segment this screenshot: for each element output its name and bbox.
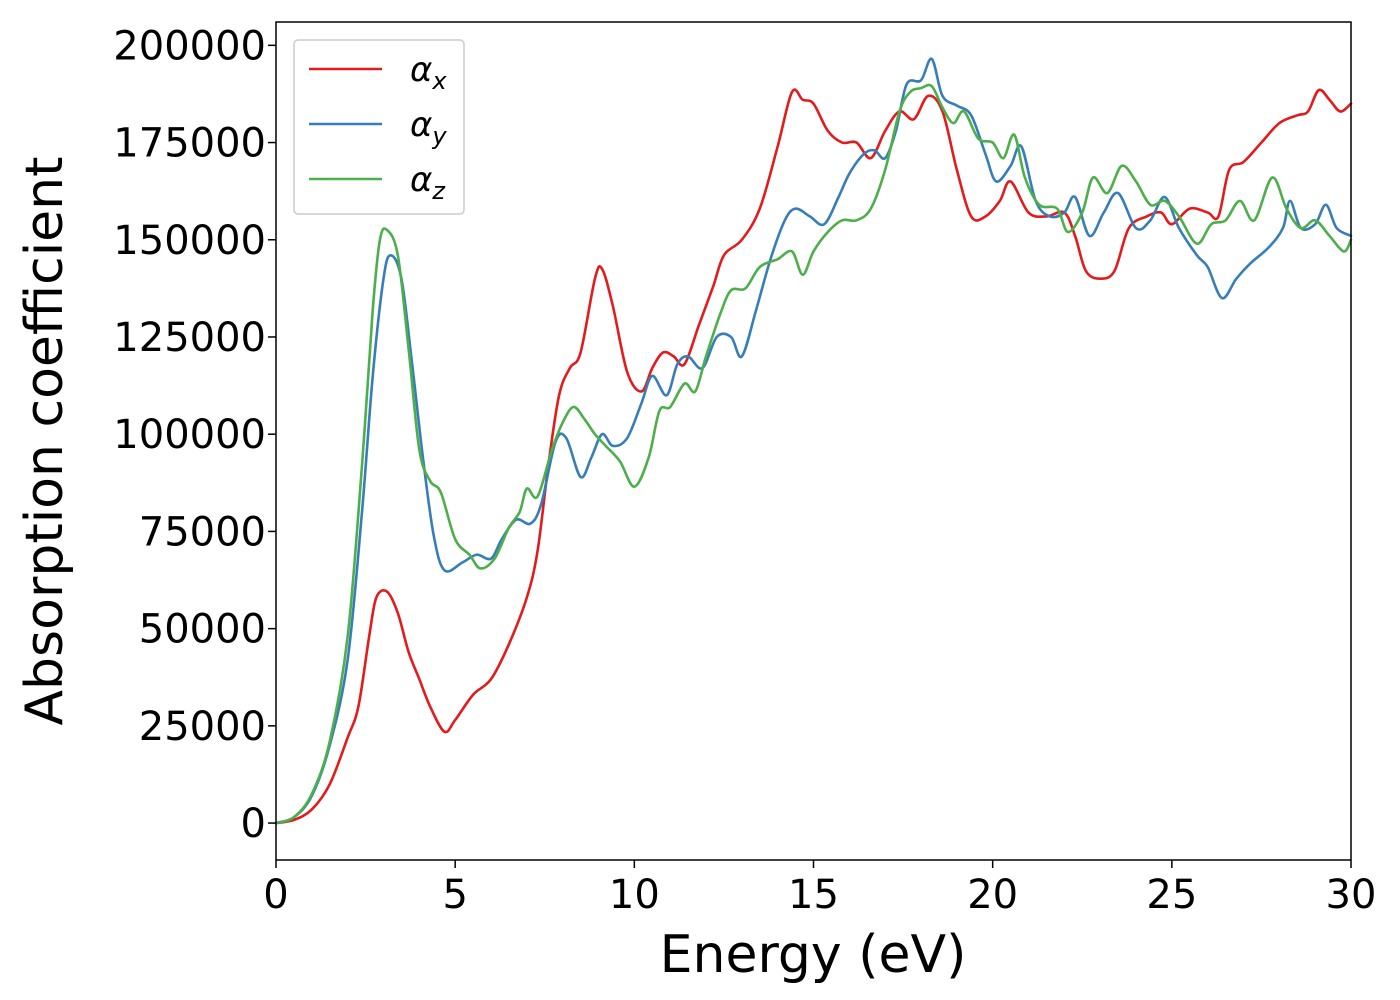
x-tick-label: 25 [1146, 872, 1197, 918]
y-tick-label: 125000 [113, 315, 266, 361]
series-line-alpha-z [274, 83, 1353, 825]
x-tick-label: 5 [442, 872, 467, 918]
y-tick-label: 75000 [139, 509, 266, 555]
y-tick-label: 175000 [113, 121, 266, 167]
legend: αx αy αz [293, 39, 465, 215]
legend-label-alpha-y: αy [410, 105, 447, 150]
x-tick-label: 30 [1326, 872, 1377, 918]
y-tick-label: 150000 [113, 218, 266, 264]
y-tick-label: 200000 [113, 23, 266, 69]
x-tick-label: 15 [788, 872, 839, 918]
x-axis-ticks: 0 5 10 15 20 25 30 [263, 860, 1376, 918]
series-line-alpha-x [274, 88, 1353, 825]
y-tick-label: 50000 [139, 607, 266, 653]
x-tick-label: 20 [967, 872, 1018, 918]
y-tick-label: 100000 [113, 412, 266, 458]
legend-label-alpha-x: αx [410, 50, 447, 95]
legend-entries: αx αy αz [309, 50, 447, 205]
legend-box [293, 39, 465, 215]
y-axis-title: Absorption coefficient [15, 156, 75, 725]
series-line-alpha-y [274, 57, 1353, 825]
x-tick-label: 10 [609, 872, 660, 918]
y-axis-ticks: 0 25000 50000 75000 100000 125000 150000 175000… [113, 23, 276, 847]
y-tick-label: 25000 [139, 704, 266, 750]
series-layer [274, 57, 1353, 825]
y-tick-label: 0 [241, 801, 266, 847]
x-axis-title: Energy (eV) [660, 925, 967, 985]
x-tick-label: 0 [263, 872, 288, 918]
legend-label-alpha-z: αz [410, 160, 446, 205]
